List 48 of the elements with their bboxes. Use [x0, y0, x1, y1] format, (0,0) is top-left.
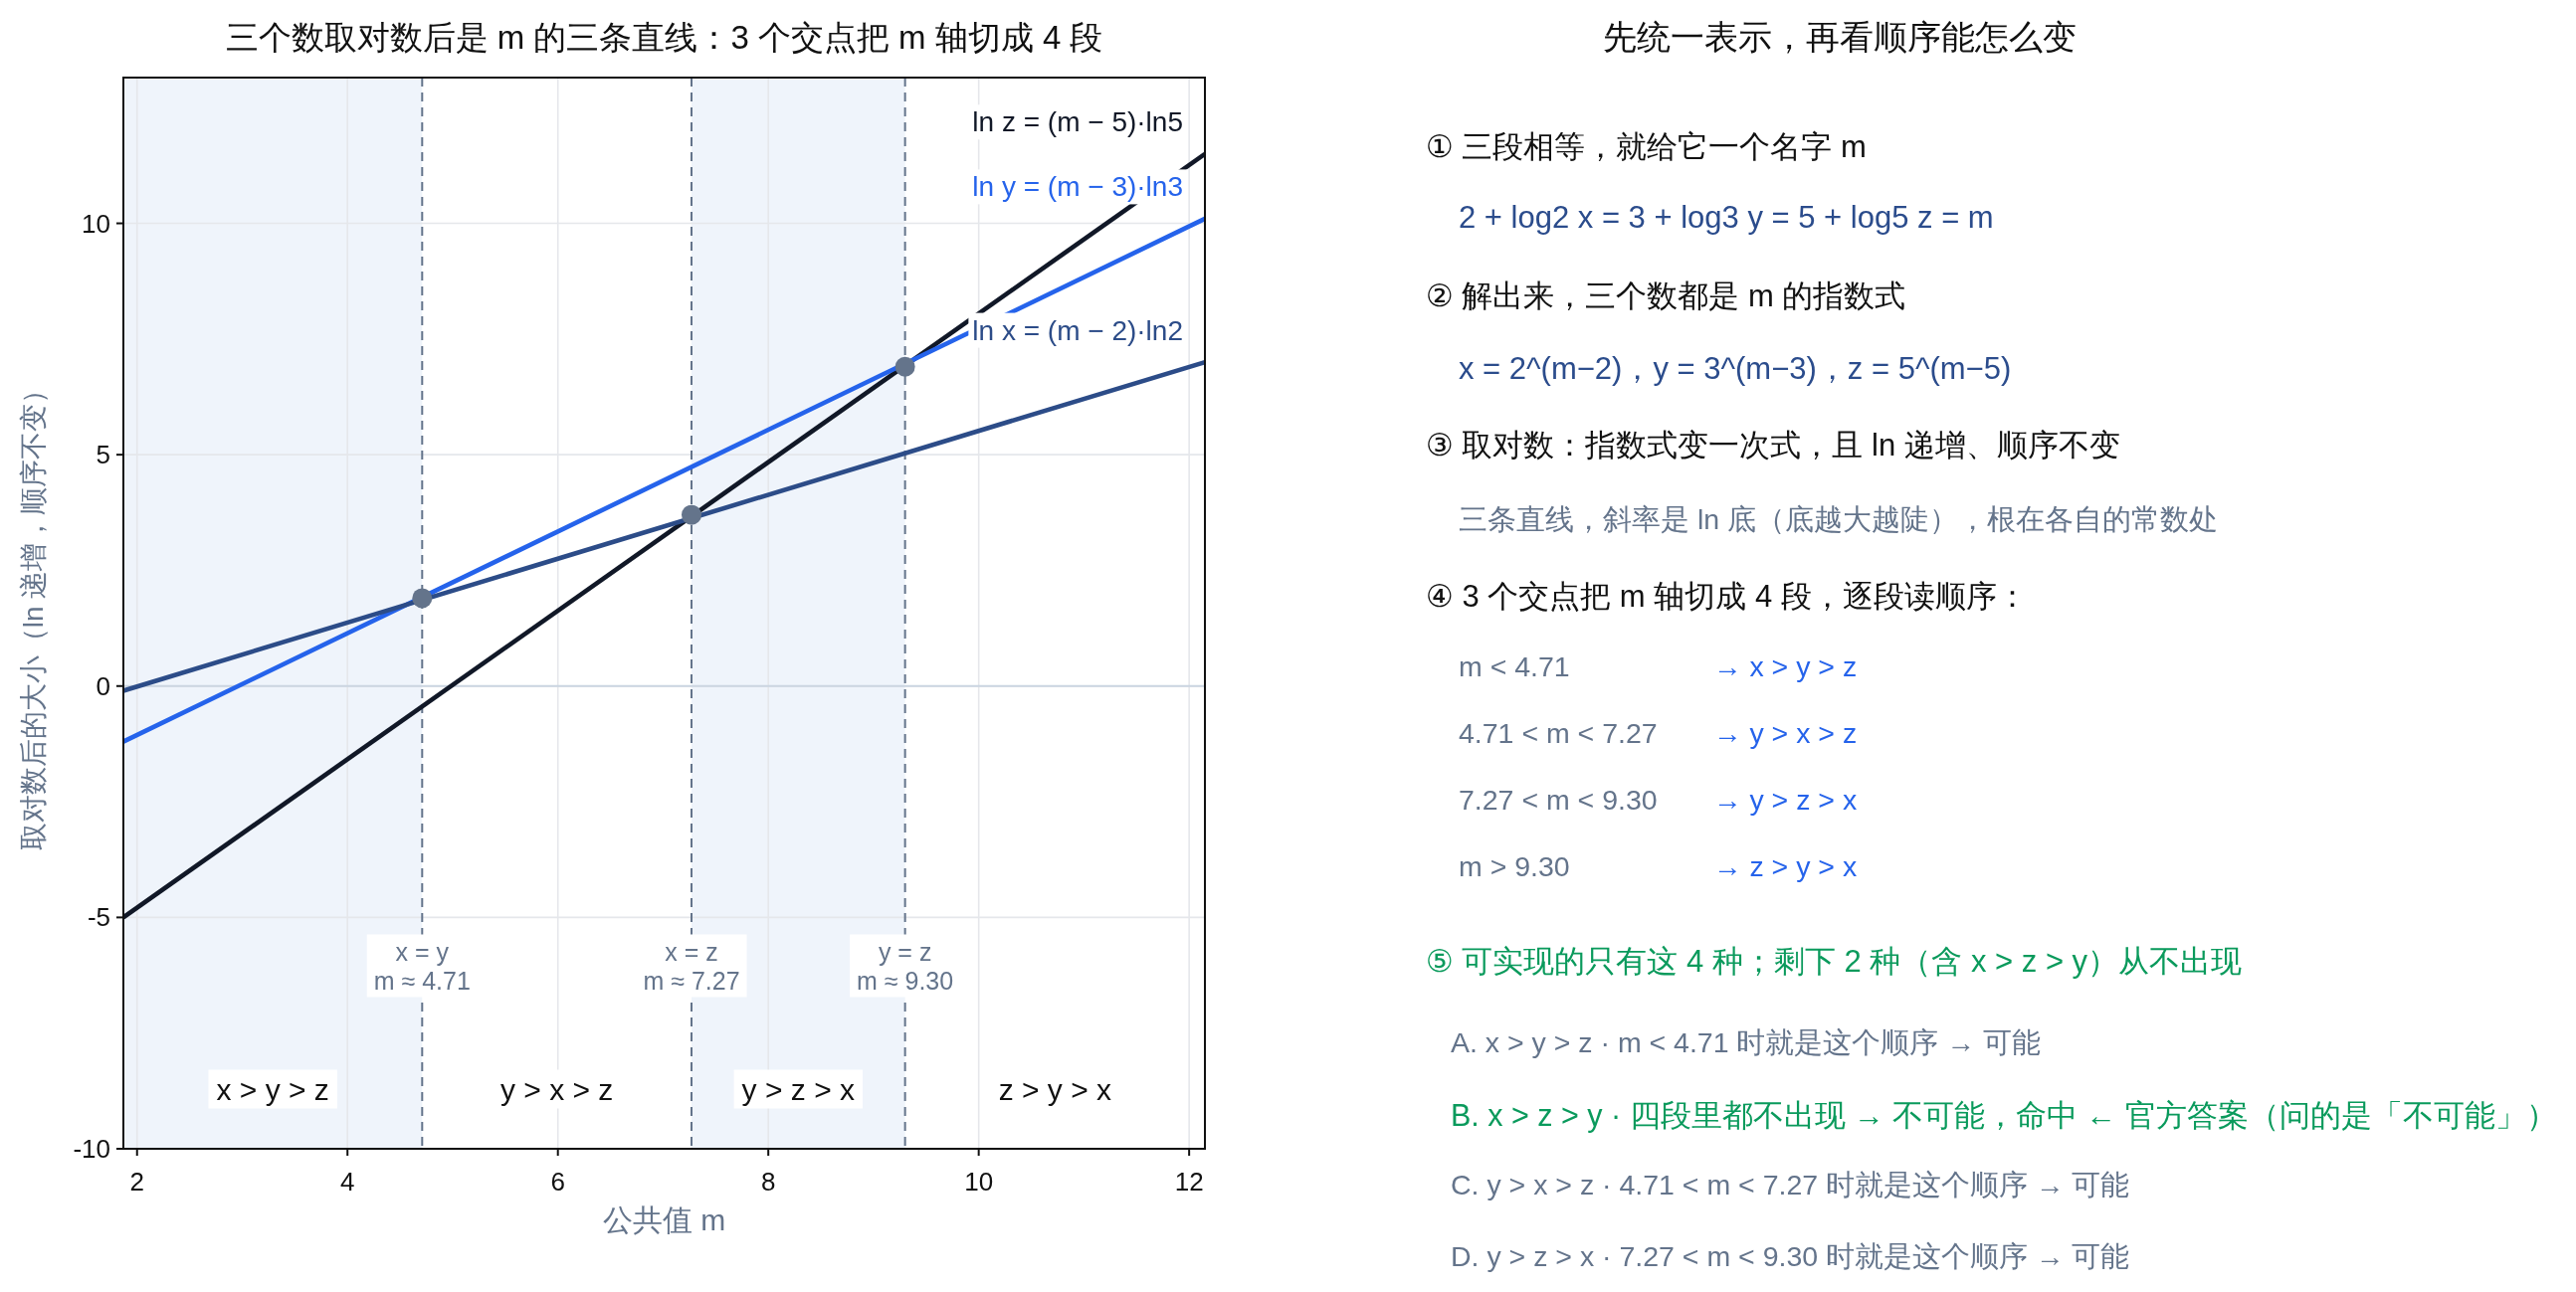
y-tick-label: 0	[96, 670, 110, 701]
text: A. x > y > z · m < 4.71 时就是这个顺序 → 可能	[1451, 1026, 2041, 1058]
text: → y > z > x	[1713, 784, 1858, 816]
ref-line-label: x = z m ≈ 7.27	[643, 937, 740, 995]
series-label: ln x = (m − 2)·ln2	[972, 314, 1183, 346]
text: ② 解出来，三个数都是 m 的指数式	[1426, 277, 1906, 313]
annotation: y > z > x	[741, 1072, 856, 1106]
annotation: x > y > z	[216, 1072, 329, 1106]
x-tick-label: 10	[964, 1167, 994, 1197]
x-tick-label: 8	[760, 1167, 776, 1197]
text: x = 2^(m−2)，y = 3^(m−3)，z = 5^(m−5)	[1459, 350, 2012, 386]
text: 4.71 < m < 7.27	[1459, 717, 1658, 749]
point	[894, 356, 915, 377]
annotation: z > y > x	[998, 1072, 1112, 1106]
point	[681, 504, 701, 525]
text: C. y > x > z · 4.71 < m < 7.27 时就是这个顺序 → 可能	[1451, 1169, 2130, 1200]
x-axis-title: 公共值 m	[602, 1202, 726, 1236]
text: 三条直线，斜率是 ln 底（底越大越陡），根在各自的常数处	[1459, 503, 2219, 535]
text: 7.27 < m < 9.30	[1459, 784, 1658, 816]
point	[412, 588, 433, 609]
text: → z > y > x	[1713, 850, 1858, 882]
text: ③ 取对数：指数式变一次式，且 ln 递增、顺序不变	[1426, 427, 2120, 462]
text: → x > y > z	[1713, 650, 1858, 682]
y-tick-label: -5	[87, 902, 110, 933]
text: m > 9.30	[1459, 850, 1570, 882]
text: → y > x > z	[1713, 717, 1858, 749]
annotation: y > x > z	[499, 1072, 614, 1106]
text: 2 + log2 x = 3 + log3 y = 5 + log5 z = m	[1459, 199, 1994, 235]
ref-line-label: y = z m ≈ 9.30	[857, 937, 954, 995]
text: ④ 3 个交点把 m 轴切成 4 段，逐段读顺序：	[1426, 578, 2028, 614]
text: B. x > z > y · 四段里都不出现 → 不可能，命中 ← 官方答案（问的是「不可能」）	[1451, 1098, 2557, 1133]
series-label: ln z = (m − 5)·ln5	[972, 106, 1183, 138]
y-tick-label: 5	[96, 440, 110, 470]
x-tick-label: 2	[129, 1167, 144, 1197]
x-tick-label: 6	[550, 1167, 565, 1197]
text: 先统一表示，再看顺序能怎么变	[1603, 18, 2077, 56]
text: ① 三段相等，就给它一个名字 m	[1426, 128, 1867, 164]
y-axis-title: 取对数后的大小（ln 递增，顺序不变）	[17, 375, 49, 851]
y-tick-label: 10	[82, 208, 110, 239]
text: m < 4.71	[1459, 650, 1570, 682]
ref-line-label: x = y m ≈ 4.71	[373, 937, 471, 995]
text: ⑤ 可实现的只有这 4 种；剩下 2 种（含 x > z > y）从不出现	[1426, 943, 2243, 979]
series-label: ln y = (m − 3)·ln3	[972, 171, 1183, 203]
y-tick-label: -10	[73, 1134, 110, 1164]
x-tick-label: 12	[1174, 1167, 1204, 1197]
text: D. y > z > x · 7.27 < m < 9.30 时就是这个顺序 → 可能	[1451, 1240, 2130, 1272]
chart-title: 三个数取对数后是 m 的三条直线：3 个交点把 m 轴切成 4 段	[225, 18, 1103, 56]
x-tick-label: 4	[339, 1167, 355, 1197]
